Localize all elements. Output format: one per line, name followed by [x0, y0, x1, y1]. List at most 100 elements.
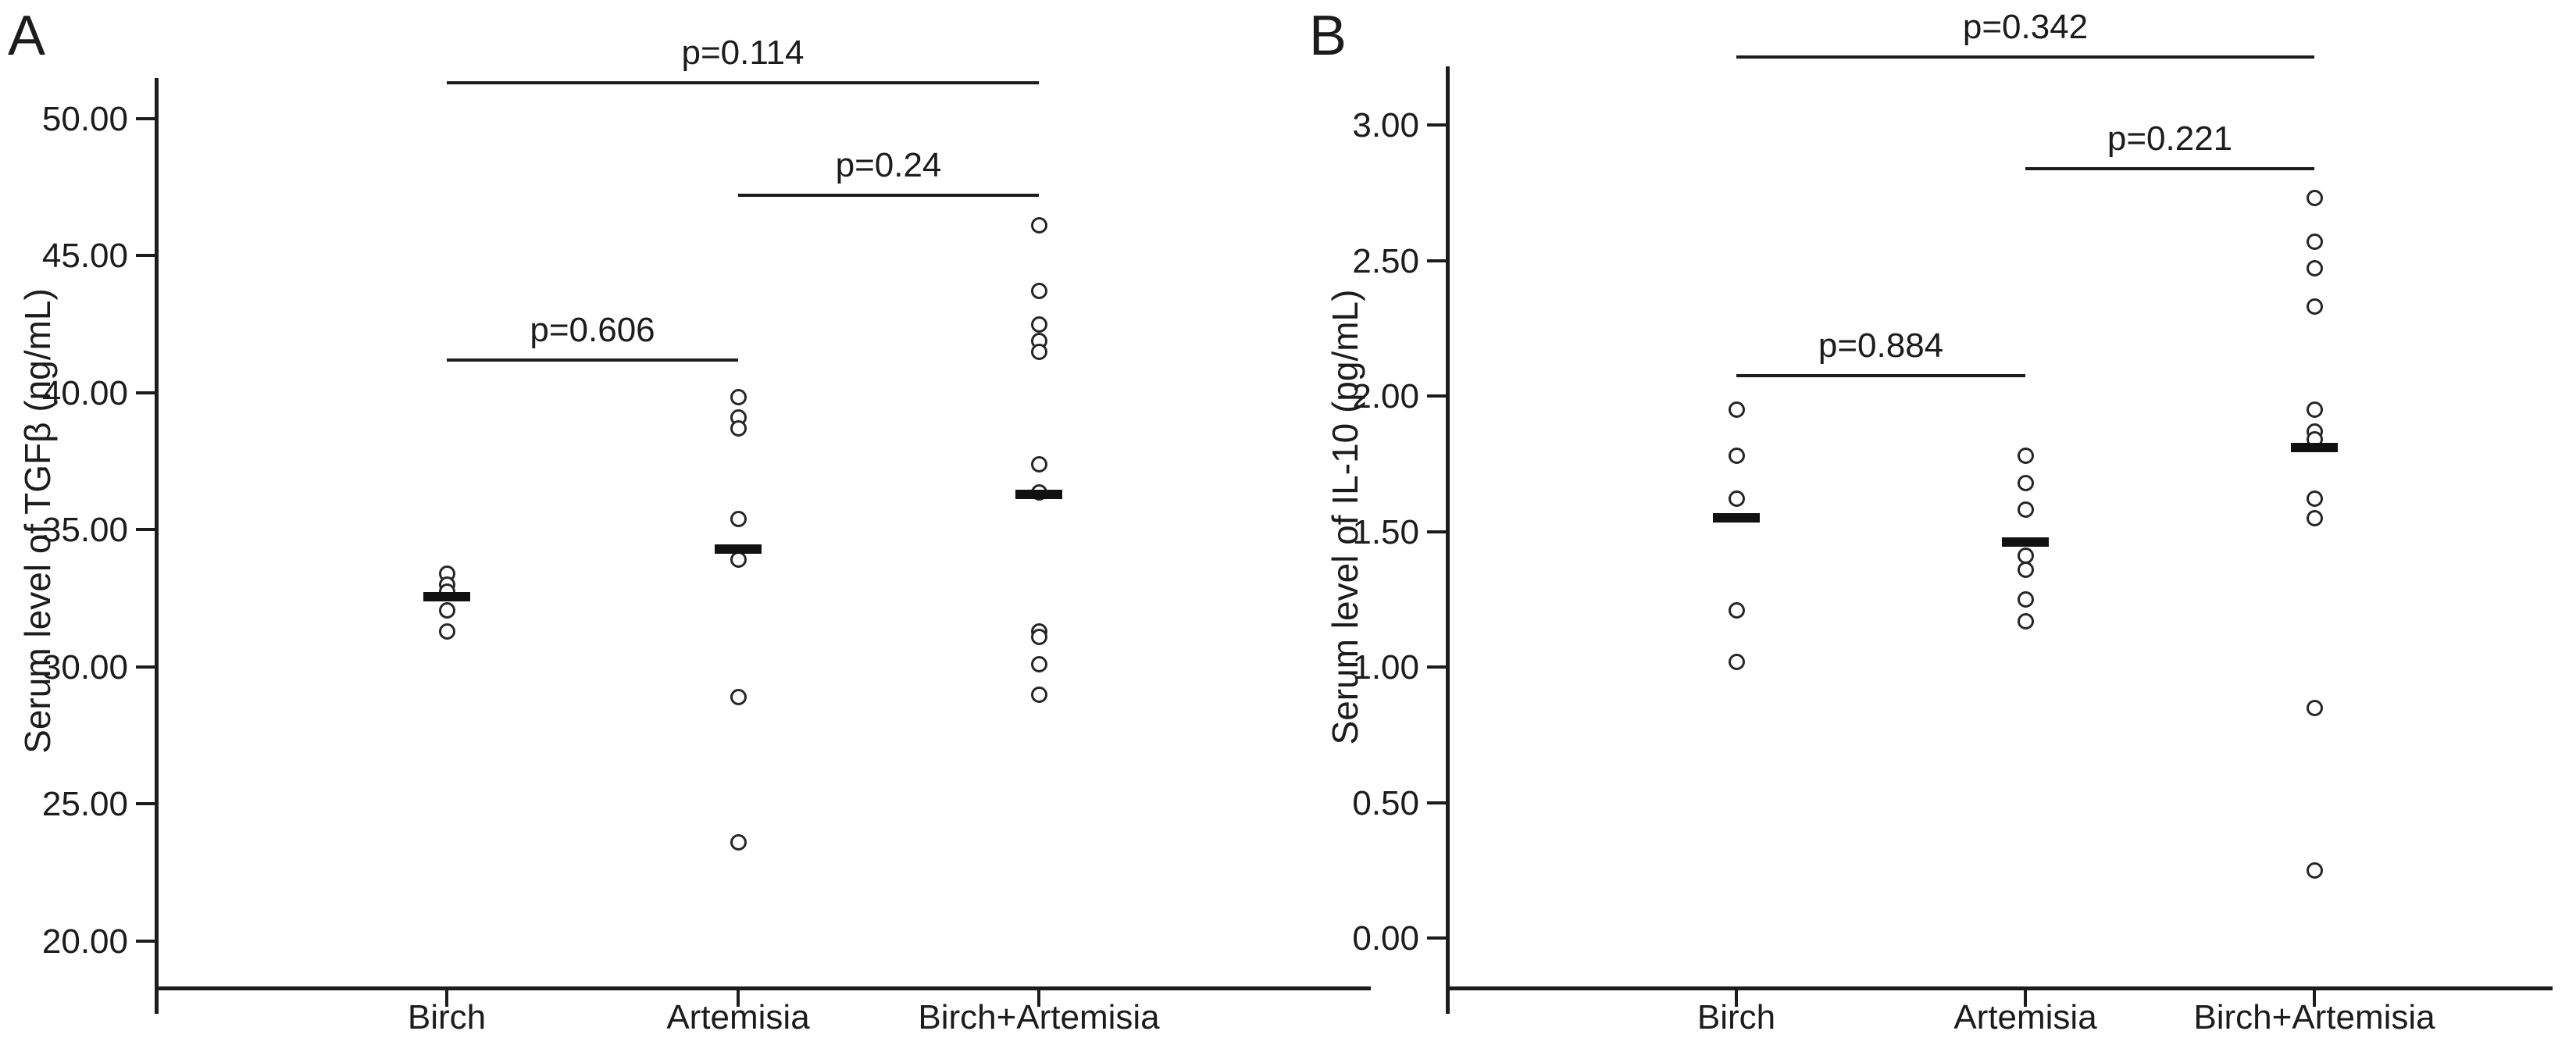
x-axis-label-birch-artemisia: Birch+Artemisia — [2193, 998, 2435, 1036]
y-tick-label-b: 1.50 — [1352, 512, 1419, 551]
y-tick-a — [136, 391, 156, 394]
data-point — [1030, 316, 1047, 333]
data-point — [2306, 509, 2323, 526]
y-tick-b — [1427, 259, 1447, 262]
x-axis-line-a — [154, 986, 1371, 990]
data-point — [1728, 601, 1745, 619]
y-tick-a — [136, 254, 156, 258]
y-tick-label-a: 45.00 — [41, 237, 128, 276]
data-point — [1030, 686, 1047, 703]
y-tick-a — [136, 940, 156, 943]
p-bracket-label-b: p=0.221 — [2107, 119, 2233, 158]
y-tick-b — [1427, 801, 1447, 804]
mean-bar-birch — [1713, 513, 1760, 523]
data-point — [1030, 217, 1047, 234]
x-tick-b — [1735, 988, 1738, 1007]
y-axis-line-b — [1445, 66, 1450, 1014]
data-point — [2306, 298, 2323, 315]
mean-bar-birch-artemisia — [1015, 489, 1062, 499]
y-tick-label-b: 0.50 — [1352, 783, 1419, 822]
y-tick-b — [1427, 530, 1447, 533]
data-point — [1030, 455, 1047, 473]
panel-letter-a: A — [8, 5, 46, 67]
p-bracket-label-a: p=0.24 — [835, 146, 942, 184]
data-point — [2017, 561, 2034, 578]
x-tick-a — [737, 988, 740, 1007]
data-point — [2306, 233, 2323, 250]
y-axis-line-a — [154, 78, 159, 1014]
data-point — [2306, 490, 2323, 508]
p-bracket-line-b — [1736, 373, 2025, 377]
data-point — [1728, 447, 1745, 464]
x-tick-a — [1037, 988, 1040, 1007]
data-point — [730, 689, 747, 706]
p-bracket-label-b: p=0.884 — [1818, 326, 1944, 365]
mean-bar-artemisia — [2002, 537, 2049, 548]
y-tick-label-a: 30.00 — [41, 647, 128, 687]
p-bracket-label-a: p=0.114 — [681, 34, 805, 73]
p-bracket-line-a — [447, 81, 1039, 85]
x-axis-label-birch: Birch — [1697, 998, 1776, 1036]
data-point — [1030, 283, 1047, 300]
data-point — [438, 602, 455, 619]
data-point — [1728, 401, 1745, 418]
y-tick-label-a: 50.00 — [41, 99, 128, 138]
y-tick-a — [136, 665, 156, 669]
data-point — [1030, 343, 1047, 360]
p-bracket-line-a — [738, 194, 1039, 197]
data-point — [1728, 490, 1745, 508]
data-point — [438, 622, 455, 640]
data-point — [730, 834, 747, 851]
y-tick-label-b: 0.00 — [1352, 919, 1419, 958]
data-point — [2017, 612, 2034, 630]
p-bracket-label-a: p=0.606 — [530, 310, 655, 349]
x-axis-line-b — [1445, 986, 2553, 990]
y-tick-label-a: 25.00 — [41, 785, 128, 824]
p-bracket-label-b: p=0.342 — [1962, 8, 2089, 47]
data-point — [730, 510, 747, 527]
data-point — [1030, 628, 1047, 645]
data-point — [730, 551, 747, 569]
y-tick-label-b: 3.00 — [1352, 106, 1419, 144]
y-tick-label-b: 2.50 — [1352, 241, 1419, 280]
data-point — [2306, 260, 2323, 277]
y-tick-label-a: 40.00 — [41, 373, 128, 412]
data-point — [1030, 655, 1047, 672]
y-tick-a — [136, 528, 156, 532]
data-point — [2306, 699, 2323, 716]
mean-bar-artemisia — [715, 544, 762, 554]
y-tick-a — [136, 802, 156, 806]
p-bracket-line-b — [2025, 166, 2314, 170]
data-point — [730, 388, 747, 405]
y-tick-b — [1427, 123, 1447, 127]
mean-bar-birch-artemisia — [2291, 442, 2338, 452]
data-point — [2017, 447, 2034, 464]
x-tick-b — [2024, 988, 2027, 1007]
y-tick-label-b: 2.00 — [1352, 377, 1419, 416]
data-point — [2306, 401, 2323, 418]
p-bracket-line-a — [447, 358, 738, 362]
y-tick-b — [1427, 394, 1447, 398]
x-axis-label-artemisia: Artemisia — [666, 998, 810, 1036]
data-point — [2017, 590, 2034, 608]
mean-bar-birch — [423, 592, 470, 602]
panel-letter-b: B — [1309, 5, 1347, 67]
y-tick-label-a: 20.00 — [41, 922, 128, 961]
data-point — [2306, 190, 2323, 207]
y-tick-b — [1427, 665, 1447, 669]
data-point — [730, 419, 747, 437]
y-tick-b — [1427, 936, 1447, 940]
y-tick-a — [136, 116, 156, 120]
data-point — [2306, 861, 2323, 879]
data-point — [2017, 501, 2034, 519]
x-tick-b — [2313, 988, 2316, 1007]
x-axis-label-artemisia: Artemisia — [1953, 998, 2097, 1036]
x-axis-label-birch-artemisia: Birch+Artemisia — [918, 998, 1160, 1036]
data-point — [2017, 474, 2034, 491]
x-tick-a — [445, 988, 448, 1007]
y-tick-label-b: 1.00 — [1352, 648, 1419, 687]
x-axis-label-birch: Birch — [407, 998, 487, 1036]
y-tick-label-a: 35.00 — [41, 511, 128, 550]
p-bracket-line-b — [1736, 55, 2314, 59]
